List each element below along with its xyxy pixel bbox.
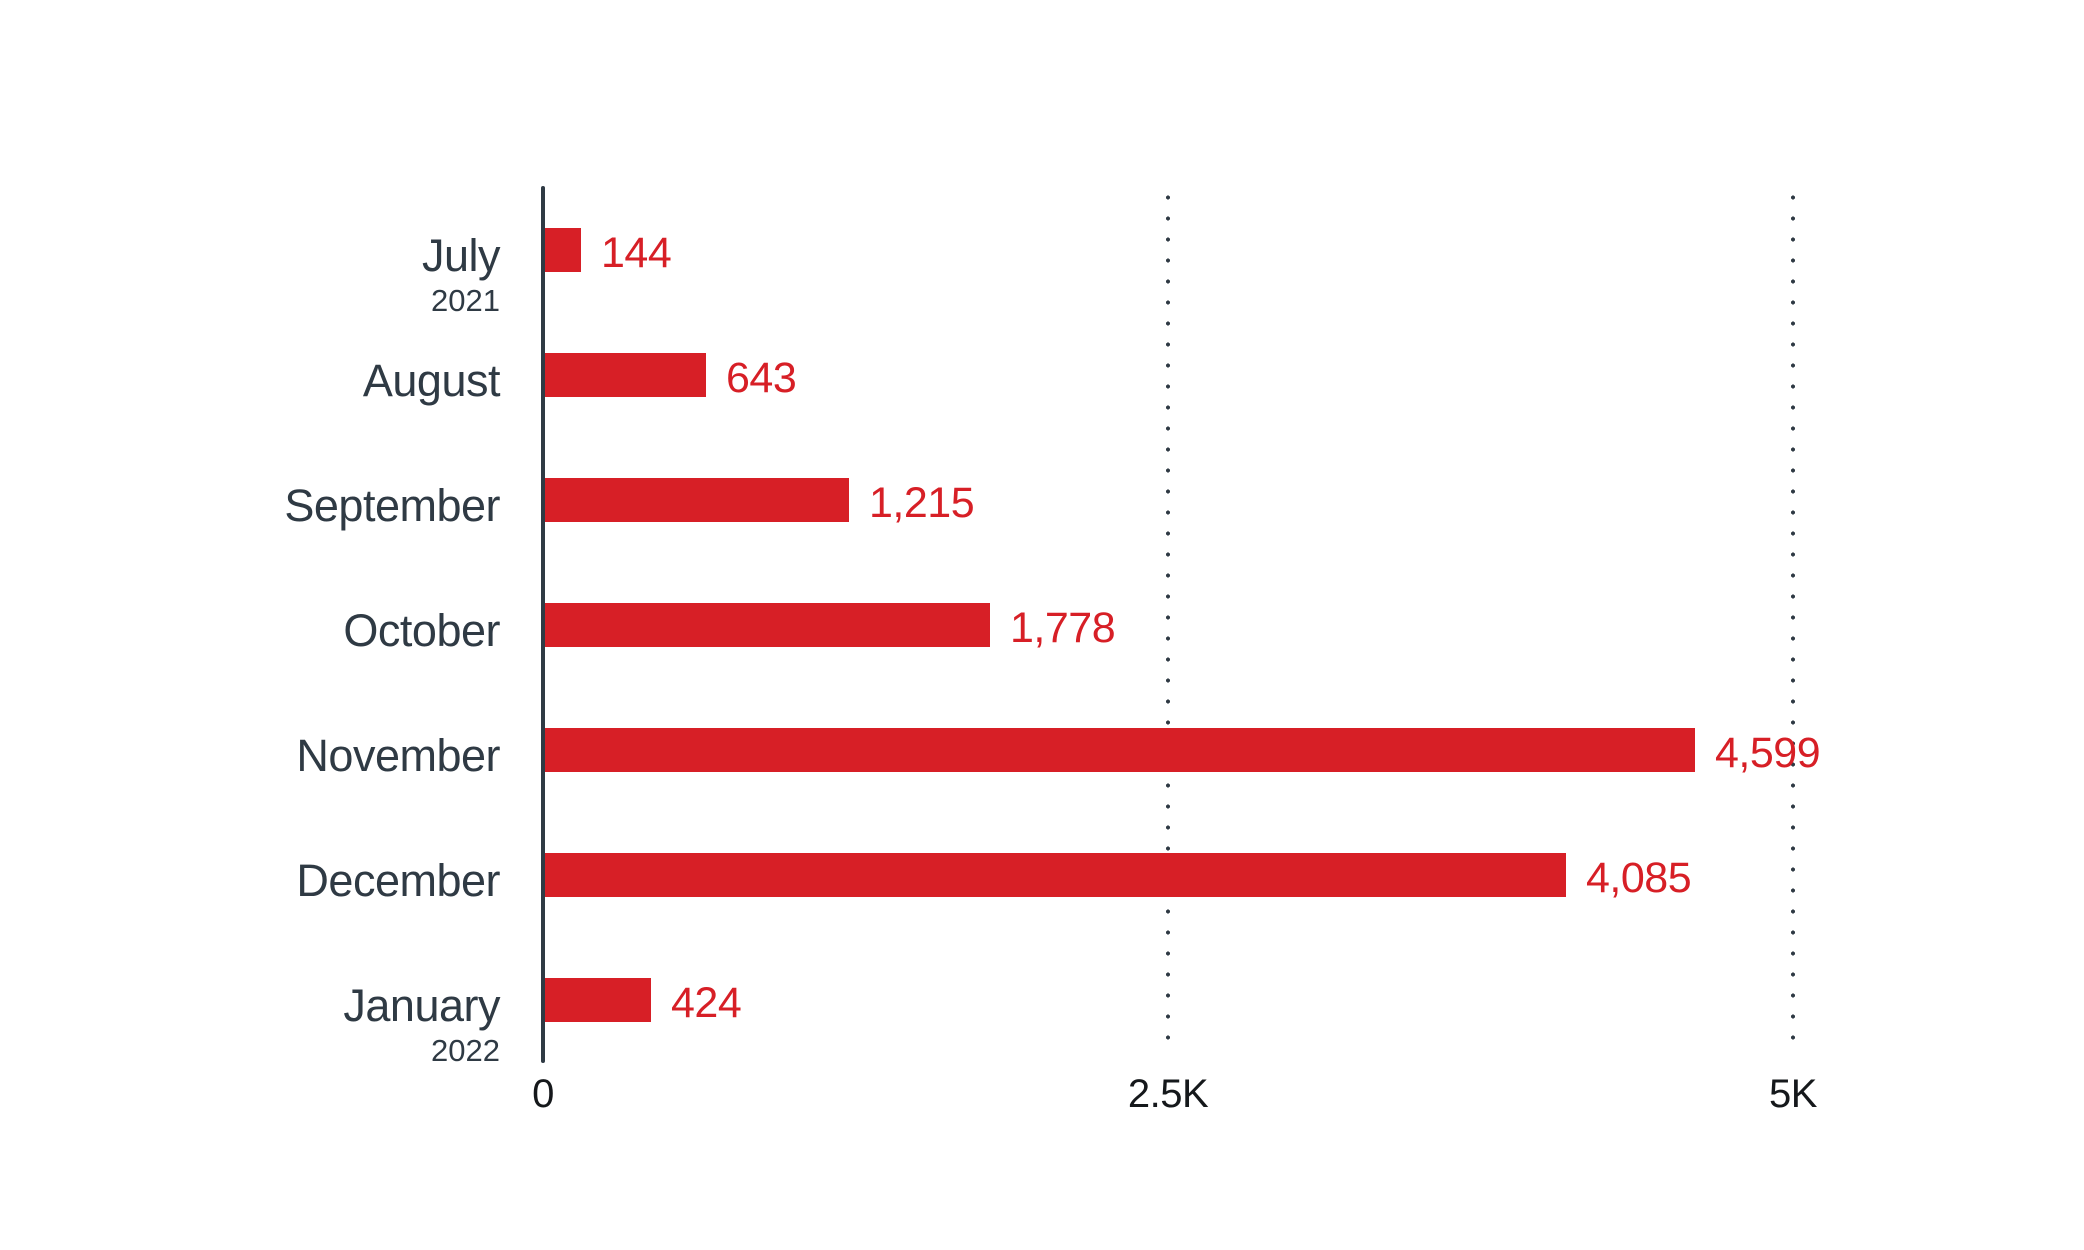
category-label: August [362,355,501,406]
value-label: 4,085 [1586,854,1692,902]
category-year-label: 2021 [431,283,500,318]
value-label: 144 [601,229,672,277]
value-label: 1,215 [869,479,975,527]
bar-september [545,478,849,522]
category-label: September [284,480,500,531]
x-tick-label-0: 0 [532,1072,554,1116]
category-label: October [343,605,500,656]
bar-november [545,728,1695,772]
bar-december [545,853,1566,897]
category-label: July 2021 [421,230,501,318]
x-tick-label-2.5k: 2.5K [1127,1072,1209,1116]
category-label: December [296,855,500,906]
category-label: November [296,730,500,781]
bar-january [545,978,651,1022]
value-label: 1,778 [1010,604,1116,652]
category-year-label: 2022 [431,1033,500,1068]
y-axis-line [541,186,545,1063]
x-tick-label-5k: 5K [1769,1072,1817,1116]
bar-july [545,228,581,272]
value-label: 424 [671,979,742,1027]
bar-october [545,603,990,647]
category-label: January 2022 [343,980,500,1068]
value-label: 643 [726,354,797,402]
gridline-dotted [1165,187,1171,1053]
value-label: 4,599 [1715,729,1821,777]
gridline-dotted [1790,187,1796,1053]
bar-august [545,353,706,397]
